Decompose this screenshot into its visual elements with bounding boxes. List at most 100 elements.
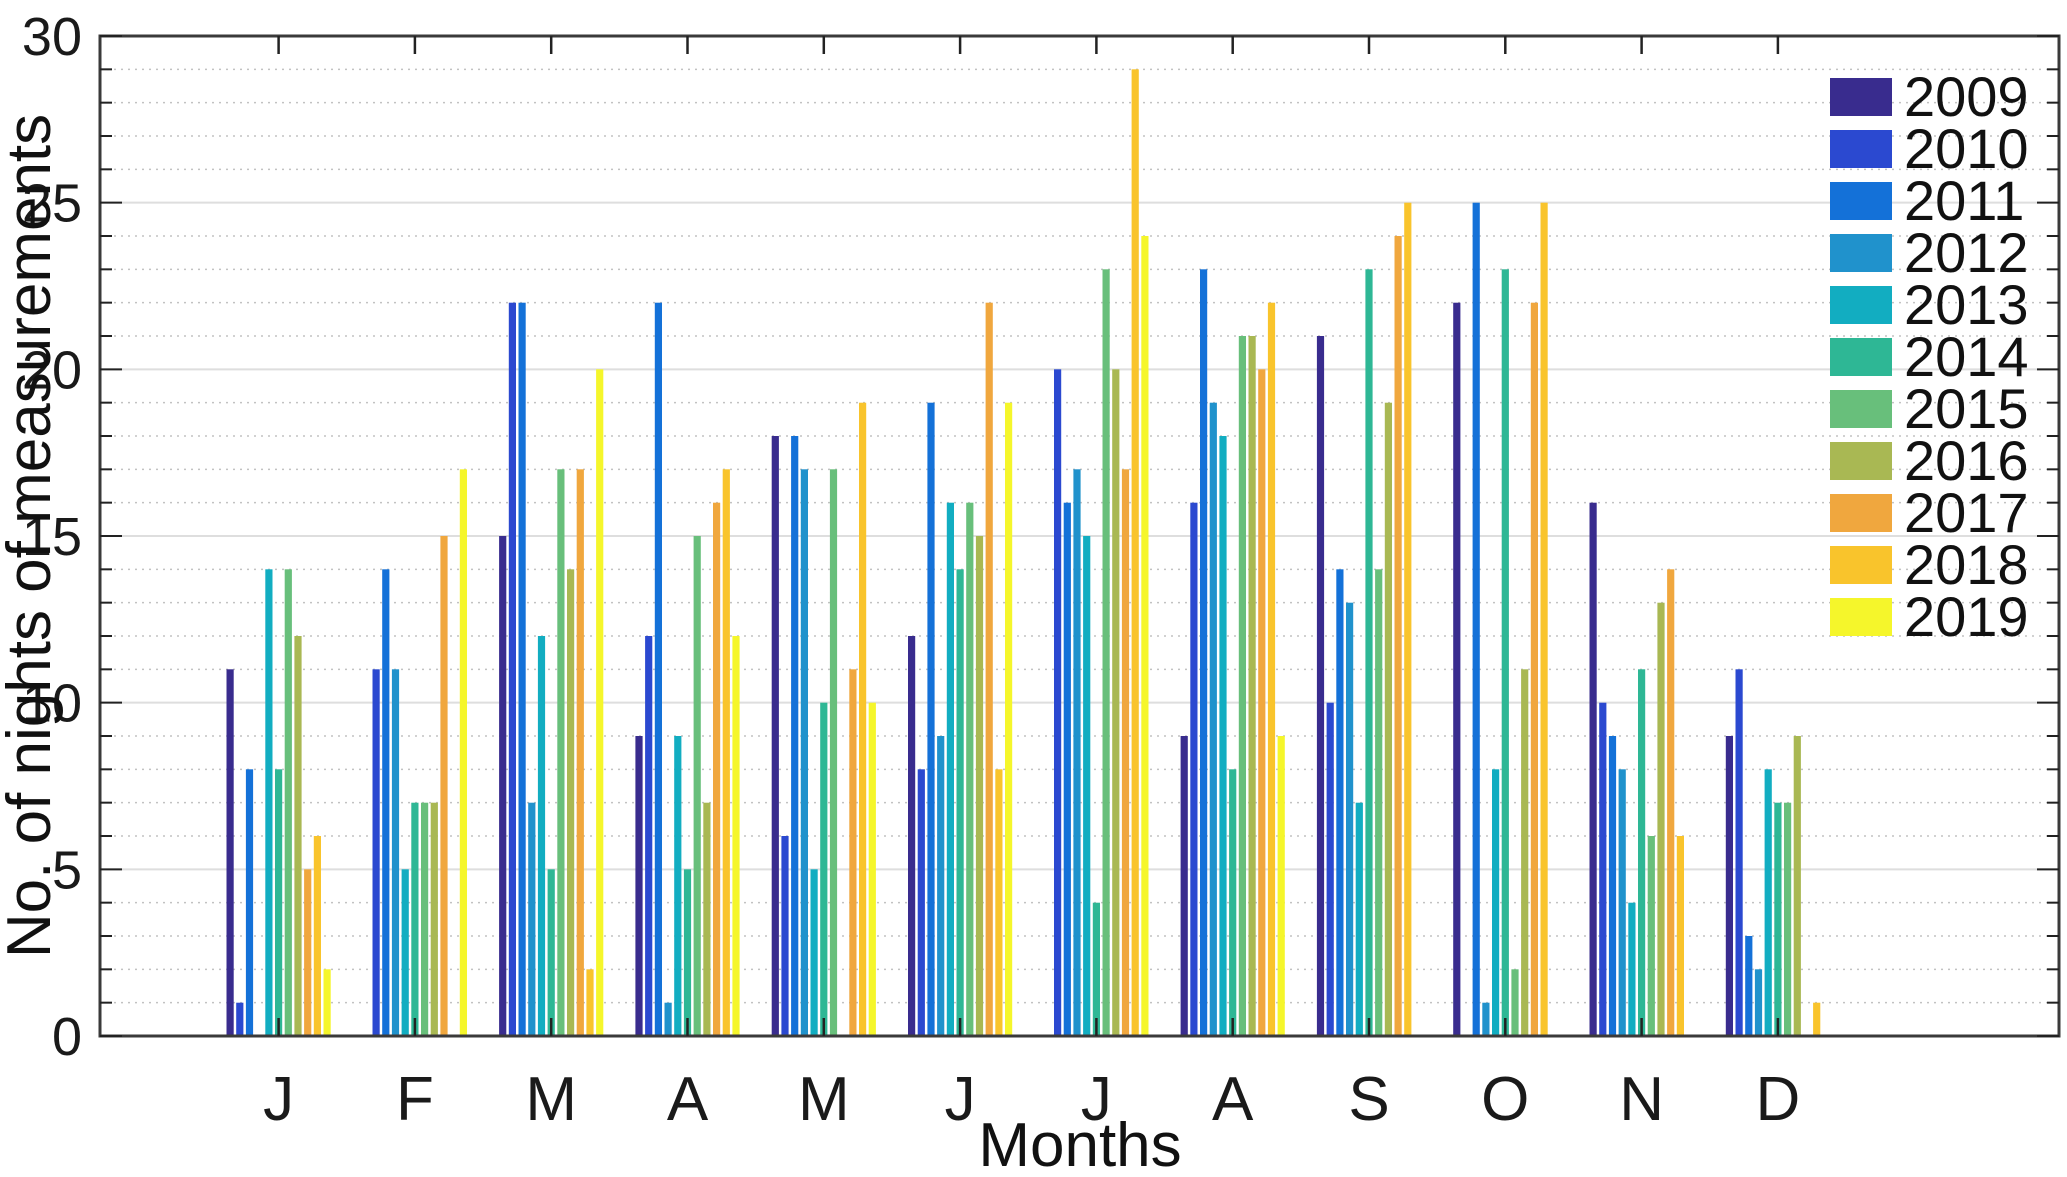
legend-swatch-2009	[1830, 78, 1892, 116]
legend-swatch-2010	[1830, 130, 1892, 168]
bar-2011-A8	[1200, 269, 1208, 1036]
bar-2010-J7	[1054, 369, 1062, 1036]
bar-2011-F2	[382, 569, 390, 1036]
bar-2011-N11	[1608, 736, 1617, 1036]
legend-label: 2014	[1904, 325, 2029, 388]
legend-swatch-2017	[1830, 494, 1892, 532]
bar-2013-O10	[1492, 769, 1500, 1036]
bar-2009-D12	[1725, 736, 1733, 1036]
bar-2018-A4	[722, 469, 730, 1036]
bar-2016-J1	[294, 636, 302, 1036]
bar-2017-A8	[1258, 369, 1266, 1036]
bar-2012-J6	[937, 736, 945, 1036]
legend-swatch-2011	[1830, 182, 1892, 220]
bar-2015-O10	[1511, 969, 1519, 1036]
y-tick-label: 20	[22, 340, 82, 400]
bar-2010-N11	[1599, 702, 1607, 1036]
legend: 2009201020112012201320142015201620172018…	[1830, 65, 2029, 648]
bar-2014-J1	[275, 769, 283, 1036]
legend-label: 2016	[1904, 429, 2029, 492]
bar-2018-M3	[586, 969, 594, 1036]
legend-label: 2015	[1904, 377, 2029, 440]
bar-2011-M5	[791, 436, 799, 1036]
bar-2019-J1	[323, 969, 331, 1036]
bar-2009-O10	[1453, 302, 1461, 1036]
x-tick-label: A	[667, 1065, 709, 1134]
bar-2015-J6	[966, 502, 974, 1036]
bar-2018-S9	[1404, 202, 1412, 1036]
bar-2010-J6	[917, 769, 925, 1036]
legend-label: 2010	[1904, 117, 2029, 180]
bar-2012-J7	[1073, 469, 1081, 1036]
bar-2016-O10	[1521, 669, 1529, 1036]
y-axis-title: No. of nights of measurements	[0, 114, 64, 958]
x-tick-label: M	[798, 1065, 850, 1134]
bar-2013-A4	[674, 736, 682, 1036]
bar-2016-M3	[567, 569, 575, 1036]
legend-swatch-2015	[1830, 390, 1892, 428]
bar-2013-J6	[946, 502, 954, 1036]
bar-2013-A8	[1219, 436, 1227, 1036]
bar-2011-J7	[1063, 502, 1071, 1036]
bar-2014-J7	[1092, 902, 1100, 1036]
x-tick-label: J	[1081, 1065, 1112, 1134]
bar-2014-M5	[820, 702, 828, 1036]
legend-swatch-2012	[1830, 234, 1892, 272]
x-tick-label: D	[1756, 1065, 1801, 1134]
y-tick-label: 5	[52, 840, 82, 900]
bar-2015-M5	[829, 469, 838, 1036]
bar-2011-A4	[654, 302, 662, 1036]
legend-label: 2013	[1904, 273, 2029, 336]
x-tick-label: J	[263, 1065, 294, 1134]
legend-label: 2019	[1904, 585, 2029, 648]
y-tick-label: 25	[22, 174, 82, 234]
bar-2018-D12	[1813, 1002, 1821, 1036]
bar-2012-M5	[800, 469, 808, 1036]
bar-2012-A8	[1209, 402, 1217, 1036]
bar-2016-J7	[1112, 369, 1120, 1036]
bar-2016-A4	[703, 802, 711, 1036]
bar-2017-J6	[985, 302, 993, 1036]
bar-2015-D12	[1784, 802, 1792, 1036]
bar-2015-S9	[1375, 569, 1383, 1036]
bar-2011-J6	[927, 402, 935, 1036]
bar-2016-N11	[1657, 602, 1665, 1036]
bar-2019-J7	[1141, 236, 1149, 1036]
bar-2015-A8	[1238, 336, 1246, 1036]
bar-2018-J1	[313, 836, 321, 1036]
x-tick-label: M	[525, 1065, 577, 1134]
bar-2011-M3	[518, 302, 526, 1036]
legend-swatch-2013	[1830, 286, 1892, 324]
bar-2014-D12	[1774, 802, 1782, 1036]
bar-2014-N11	[1638, 669, 1646, 1036]
bar-2009-J1	[226, 669, 234, 1036]
bar-2009-S9	[1316, 336, 1325, 1036]
bar-2010-A8	[1190, 502, 1198, 1036]
bar-2012-O10	[1482, 1002, 1490, 1036]
x-tick-label: F	[396, 1065, 434, 1134]
bar-2018-O10	[1540, 202, 1548, 1036]
x-axis-title: Months	[978, 1111, 1181, 1177]
bar-2010-J1	[236, 1002, 244, 1036]
bar-2018-M5	[859, 402, 867, 1036]
bar-2010-D12	[1735, 669, 1743, 1036]
y-tick-label: 30	[22, 7, 82, 67]
legend-label: 2017	[1904, 481, 2029, 544]
bar-2011-S9	[1336, 569, 1344, 1036]
bar-2019-F2	[459, 469, 467, 1036]
bar-2011-J1	[245, 769, 254, 1036]
bar-2009-J6	[908, 636, 916, 1036]
bar-2014-F2	[411, 802, 419, 1036]
bar-2019-A4	[732, 636, 740, 1036]
bar-2019-J6	[1005, 402, 1013, 1036]
bar-2014-S9	[1365, 269, 1373, 1036]
bar-2012-F2	[391, 669, 400, 1036]
bar-2013-N11	[1628, 902, 1636, 1036]
bar-2015-F2	[421, 802, 429, 1036]
bar-2013-D12	[1764, 769, 1772, 1036]
y-tick-label: 0	[52, 1007, 82, 1067]
bar-2016-F2	[430, 802, 438, 1036]
x-tick-label: J	[945, 1065, 976, 1134]
bar-2013-S9	[1355, 802, 1363, 1036]
